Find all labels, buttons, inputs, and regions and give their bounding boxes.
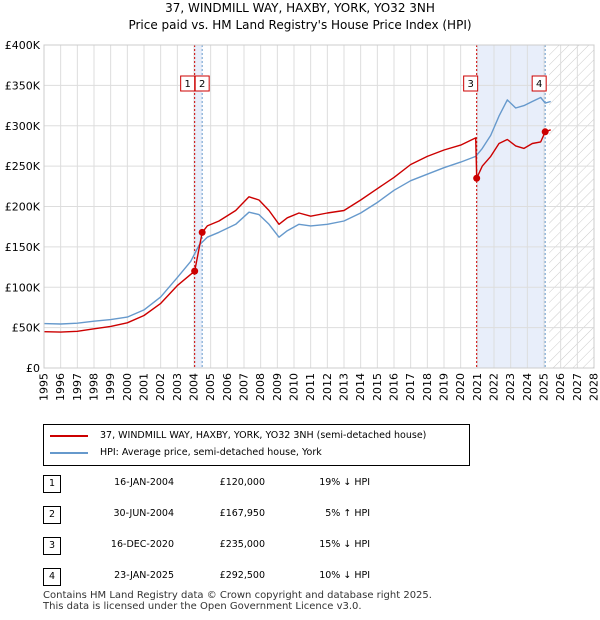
x-tick-label: 2026 [554,373,567,401]
transaction-date: 23-JAN-2025 [114,570,174,581]
y-tick-label: £100K [5,281,41,294]
y-tick-label: £150K [5,241,41,254]
legend-swatch-red [50,434,88,437]
x-tick-label: 2007 [238,373,251,401]
sale-label-text: 2 [199,79,205,90]
x-tick-label: 2005 [204,373,217,401]
y-tick-label: £400K [5,39,41,52]
legend-item-hpi: HPI: Average price, semi-detached house,… [50,447,322,458]
x-tick-label: 2017 [404,373,417,401]
legend-label-property: 37, WINDMILL WAY, HAXBY, YORK, YO32 3NH … [100,430,427,441]
transaction-price: £292,500 [219,570,265,581]
x-tick-label: 1997 [71,373,84,401]
transaction-row: 3 16-DEC-2020 £235,000 15% ↓ HPI [0,534,600,558]
x-tick-label: 1999 [104,373,117,401]
legend-swatch-blue [50,451,88,454]
x-tick-label: 2000 [121,373,134,401]
sale-label-box [463,75,479,92]
chart-subtitle: Price paid vs. HM Land Registry's House … [128,18,472,32]
x-tick-label: 2024 [521,373,534,401]
chart-legend: 37, WINDMILL WAY, HAXBY, YORK, YO32 3NH … [43,424,470,466]
y-tick-label: £200K [5,201,41,214]
transaction-price: £235,000 [219,539,265,550]
transaction-date: 30-JUN-2004 [113,508,174,519]
transaction-price: £167,950 [219,508,265,519]
x-tick-label: 2025 [538,373,551,401]
transaction-date: 16-JAN-2004 [114,477,174,488]
y-tick-label: £250K [5,160,41,173]
transaction-row: 2 30-JUN-2004 £167,950 5% ↑ HPI [0,503,600,527]
footer-line: This data is licensed under the Open Gov… [43,601,362,612]
x-tick-label: 2003 [171,373,184,401]
y-tick-label: £350K [5,79,41,92]
x-tick-label: 1996 [54,373,67,401]
y-tick-label: £300K [5,120,41,133]
y-tick-label: £0 [26,362,40,375]
series-line [43,129,551,333]
footer-line: Contains HM Land Registry data © Crown c… [43,590,432,601]
x-tick-label: 2012 [321,373,334,401]
x-tick-label: 2011 [304,373,317,401]
x-tick-label: 2019 [438,373,451,401]
sale-point [473,174,481,182]
transaction-hpi-diff: 10% ↓ HPI [319,570,370,581]
x-tick-label: 2004 [188,373,201,401]
legend-item-property: 37, WINDMILL WAY, HAXBY, YORK, YO32 3NH … [50,430,426,441]
legend-label-hpi: HPI: Average price, semi-detached house,… [100,447,322,458]
y-tick-label: £50K [12,322,41,335]
series-line [43,96,551,325]
transaction-row: 1 16-JAN-2004 £120,000 19% ↓ HPI [0,472,600,496]
x-tick-label: 2006 [221,373,234,401]
x-tick-label: 2002 [154,373,167,401]
x-tick-label: 2027 [571,373,584,401]
x-tick-label: 2008 [254,373,267,401]
plot-frame [43,44,595,369]
transaction-hpi-diff: 5% ↑ HPI [325,508,370,519]
x-tick-label: 2009 [271,373,284,401]
sale-point [191,267,199,275]
x-tick-label: 1995 [38,373,51,401]
transaction-hpi-diff: 15% ↓ HPI [319,539,370,550]
transaction-date: 16-DEC-2020 [110,539,174,550]
x-tick-label: 2014 [354,373,367,401]
footer-attribution: Contains HM Land Registry data © Crown c… [43,590,432,612]
x-tick-label: 2021 [471,373,484,401]
x-tick-label: 1998 [88,373,101,401]
sale-label-box [531,75,547,92]
transaction-row: 4 23-JAN-2025 £292,500 10% ↓ HPI [0,565,600,589]
sale-label-box [194,75,210,92]
transaction-hpi-diff: 19% ↓ HPI [319,477,370,488]
transaction-number: 1 [43,475,61,493]
x-tick-label: 2010 [288,373,301,401]
x-tick-label: 2023 [504,373,517,401]
x-tick-label: 2018 [421,373,434,401]
transaction-number: 2 [43,506,61,524]
transaction-price: £120,000 [219,477,265,488]
sale-point [198,228,206,236]
x-tick-label: 2001 [138,373,151,401]
x-tick-label: 2013 [338,373,351,401]
x-tick-label: 2016 [388,373,401,401]
sale-label-text: 4 [536,79,542,90]
sale-label-text: 3 [467,79,473,90]
transaction-number: 4 [43,568,61,586]
x-tick-label: 2020 [454,373,467,401]
sale-label-text: 1 [184,79,190,90]
x-tick-label: 2022 [488,373,501,401]
x-tick-label: 2015 [371,373,384,401]
x-tick-label: 2028 [588,373,600,401]
chart-title: 37, WINDMILL WAY, HAXBY, YORK, YO32 3NH [165,1,435,15]
transaction-number: 3 [43,537,61,555]
sale-point [541,128,549,136]
